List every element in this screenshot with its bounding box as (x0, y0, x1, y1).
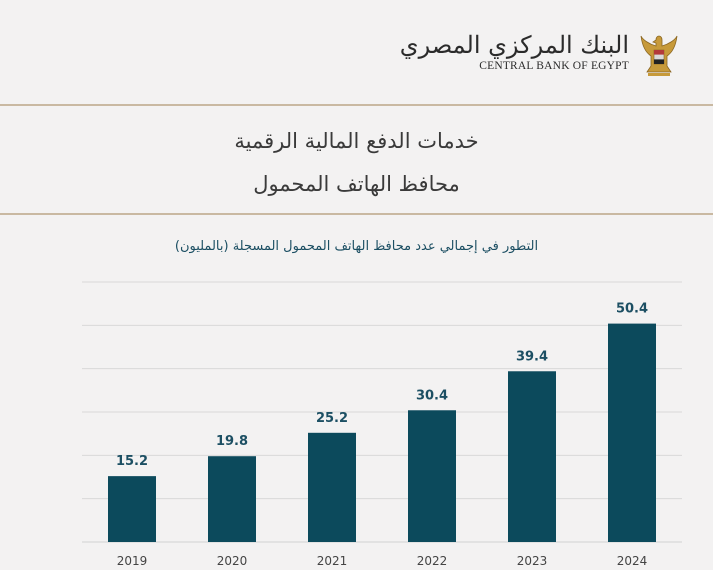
bar-2024 (608, 323, 656, 542)
bottom-divider (0, 213, 713, 215)
bar-2021 (308, 432, 356, 542)
bar-2019 (108, 476, 156, 542)
data-label-2019: 15.2 (116, 454, 148, 469)
page-subtitle: محافظ الهاتف المحمول (253, 172, 460, 196)
data-label-2020: 19.8 (216, 434, 248, 449)
logo-english: CENTRAL BANK OF EGYPT (479, 60, 629, 72)
data-label-2022: 30.4 (416, 388, 448, 403)
x-tick-label: 2022 (417, 554, 448, 568)
x-tick-label: 2019 (117, 554, 148, 568)
logo-arabic: البنك المركزي المصري (399, 31, 629, 59)
x-tick-label: 2021 (317, 554, 348, 568)
cbe-logo-text: البنك المركزي المصري CENTRAL BANK OF EGY… (400, 30, 629, 72)
data-label-2021: 25.2 (316, 411, 348, 426)
x-tick-label: 2023 (517, 554, 548, 568)
eagle-emblem-icon (640, 35, 678, 76)
data-label-2023: 39.4 (516, 349, 548, 364)
chart-title: التطور في إجمالي عدد محافظ الهاتف المحمو… (174, 239, 539, 254)
x-tick-label: 2020 (217, 554, 248, 568)
bar-2022 (408, 410, 456, 542)
top-divider (0, 104, 713, 106)
x-tick-label: 2024 (617, 554, 648, 568)
bar-2020 (208, 456, 256, 542)
bar-2023 (508, 371, 556, 542)
page-title: خدمات الدفع المالية الرقمية (234, 129, 479, 153)
data-label-2024: 50.4 (616, 302, 648, 317)
